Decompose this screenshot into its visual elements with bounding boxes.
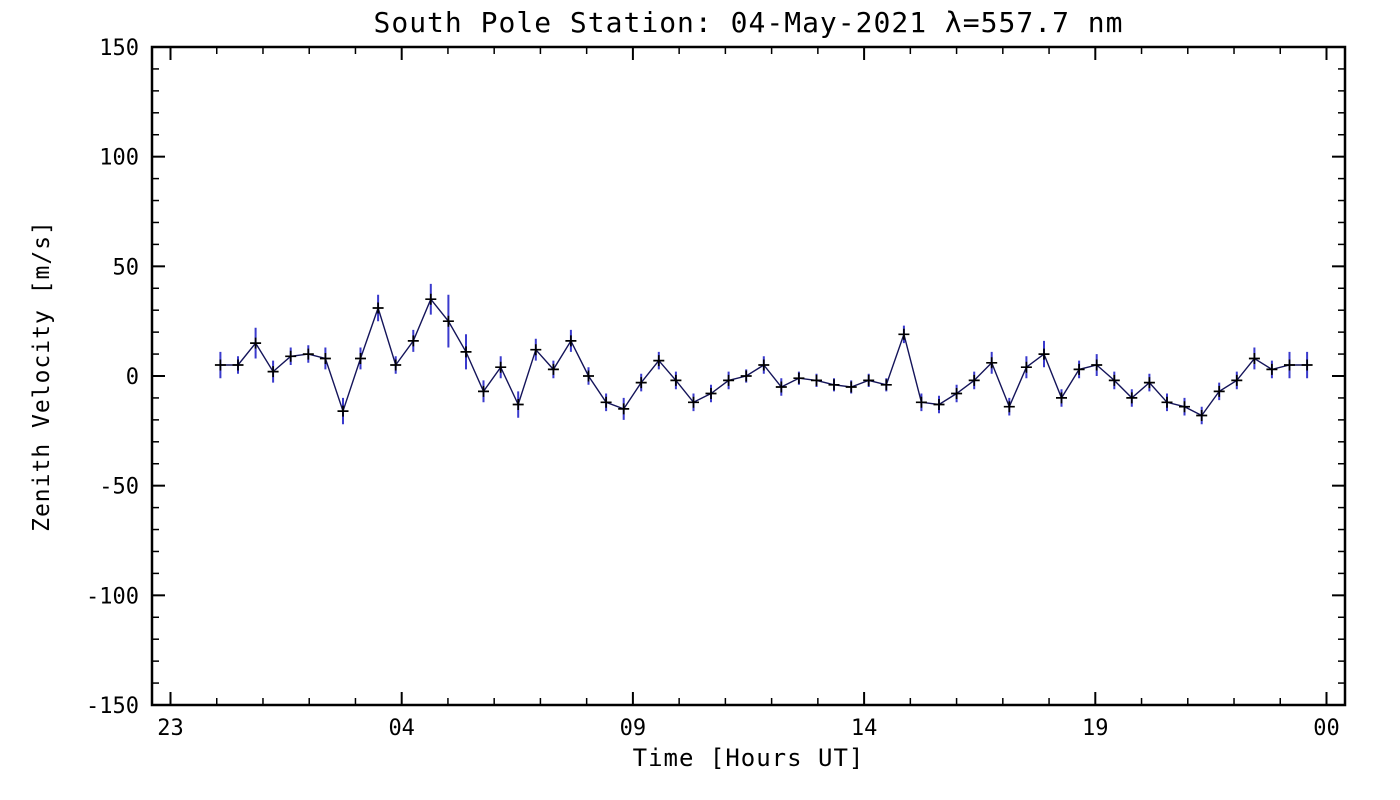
- chart-title: South Pole Station: 04-May-2021 λ=557.7 …: [373, 6, 1124, 39]
- x-tick-label: 14: [851, 716, 878, 741]
- x-tick-label: 19: [1082, 716, 1109, 741]
- x-axis-label: Time [Hours UT]: [632, 744, 865, 772]
- axes-box: [150, 45, 1347, 707]
- y-axis-label: Zenith Velocity [m/s]: [29, 220, 55, 532]
- x-tick-label: 23: [157, 716, 184, 741]
- error-bars: [219, 283, 1309, 425]
- y-tick-label: 0: [126, 365, 139, 390]
- x-tick-label: 00: [1313, 716, 1340, 741]
- y-tick-label: 100: [99, 146, 139, 171]
- y-tick-label: 50: [113, 255, 140, 280]
- y-tick-label: -50: [99, 475, 139, 500]
- x-tick-label: 09: [620, 716, 647, 741]
- x-tick-label: 04: [388, 716, 415, 741]
- plus-markers: [214, 293, 1313, 421]
- y-tick-label: -100: [86, 584, 139, 609]
- y-tick-label: 150: [99, 36, 139, 61]
- y-tick-label: -150: [86, 694, 139, 719]
